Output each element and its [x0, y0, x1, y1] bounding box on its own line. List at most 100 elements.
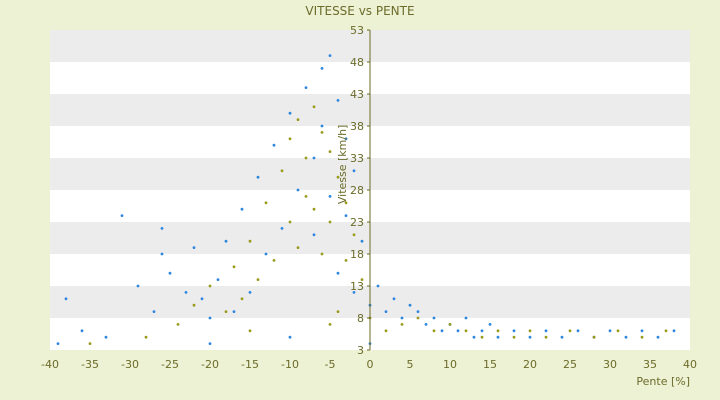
x-tick-label: 40	[683, 358, 697, 371]
y-tick-label: 33	[350, 152, 364, 165]
data-point	[328, 195, 332, 198]
data-point	[344, 259, 348, 262]
data-point	[304, 86, 308, 89]
y-tick-label: 48	[350, 56, 364, 69]
x-tick-label: 35	[643, 358, 657, 371]
data-point	[328, 323, 332, 326]
data-point	[400, 316, 404, 320]
y-tick-label: 13	[350, 280, 364, 293]
y-tick-label: 23	[350, 216, 364, 229]
data-point	[208, 284, 212, 288]
x-axis-ticks: -40 -35 -30 -25 -20 -15 -10 -5 0 5 10 15 20 25 30 35 40	[41, 358, 697, 371]
data-point	[248, 329, 252, 333]
data-point	[280, 227, 284, 230]
data-point	[416, 310, 420, 313]
y-tick-label: 3	[357, 344, 364, 357]
data-point	[144, 335, 148, 339]
data-point	[288, 111, 292, 115]
data-point	[192, 246, 196, 250]
data-point	[336, 175, 340, 179]
data-point	[424, 323, 428, 326]
data-point	[328, 54, 332, 57]
x-tick-label: -15	[241, 358, 259, 371]
y-tick-label: 18	[350, 248, 364, 261]
data-point	[432, 316, 436, 320]
y-axis-title: Vitesse [km/h]	[336, 125, 349, 205]
data-point	[136, 284, 140, 288]
data-point	[56, 342, 60, 345]
x-tick-label: -10	[281, 358, 299, 371]
data-point	[592, 335, 596, 339]
data-point	[240, 207, 244, 211]
data-point	[344, 137, 348, 141]
data-point	[312, 105, 316, 109]
data-point	[560, 335, 564, 339]
data-point	[456, 329, 460, 333]
x-tick-label: 20	[523, 358, 537, 371]
data-point	[320, 252, 324, 256]
data-point	[256, 175, 260, 179]
data-point	[480, 335, 484, 339]
data-point	[208, 316, 212, 320]
data-point	[232, 265, 236, 269]
data-point	[320, 67, 324, 70]
data-point	[448, 323, 452, 326]
data-point	[352, 291, 356, 294]
data-point	[224, 239, 228, 243]
data-point	[88, 342, 92, 345]
data-point	[312, 207, 316, 211]
data-point	[416, 316, 420, 320]
chart-title: VITESSE vs PENTE	[305, 4, 414, 18]
data-point	[640, 335, 644, 339]
data-point	[496, 329, 500, 333]
data-point	[296, 246, 300, 250]
data-point	[360, 278, 364, 281]
data-point	[488, 323, 492, 326]
data-point	[176, 323, 180, 326]
data-point	[288, 137, 292, 141]
data-point	[344, 201, 348, 205]
data-point	[256, 278, 260, 281]
y-tick-label: 53	[350, 24, 364, 37]
data-point	[208, 342, 212, 345]
data-point	[264, 252, 268, 256]
x-tick-label: 30	[603, 358, 617, 371]
data-point	[280, 169, 284, 173]
data-point	[288, 335, 292, 339]
data-point	[392, 297, 396, 301]
data-point	[216, 278, 220, 281]
data-point	[496, 335, 500, 339]
data-point	[640, 329, 644, 333]
data-point	[272, 259, 276, 262]
data-points	[56, 54, 676, 345]
x-tick-label: -30	[121, 358, 139, 371]
x-tick-label: -20	[201, 358, 219, 371]
data-point	[80, 329, 84, 333]
data-point	[336, 99, 340, 102]
data-point	[464, 316, 468, 320]
data-point	[320, 124, 324, 128]
data-point	[248, 239, 252, 243]
y-tick-label: 38	[350, 120, 364, 133]
y-tick-label: 8	[357, 312, 364, 325]
data-point	[576, 329, 580, 333]
data-point	[672, 329, 676, 333]
data-point	[360, 239, 364, 243]
data-point	[312, 156, 316, 160]
data-point	[104, 335, 108, 339]
data-point	[616, 329, 620, 333]
data-point	[336, 271, 340, 275]
data-point	[224, 310, 228, 313]
x-tick-label: 5	[407, 358, 414, 371]
x-tick-label: -40	[41, 358, 59, 371]
data-point	[296, 118, 300, 121]
data-point	[624, 335, 628, 339]
data-point	[664, 329, 668, 333]
data-point	[480, 329, 484, 333]
data-point	[528, 329, 532, 333]
data-point	[464, 329, 468, 333]
data-point	[512, 329, 516, 333]
data-point	[440, 329, 444, 333]
data-point	[184, 291, 188, 294]
